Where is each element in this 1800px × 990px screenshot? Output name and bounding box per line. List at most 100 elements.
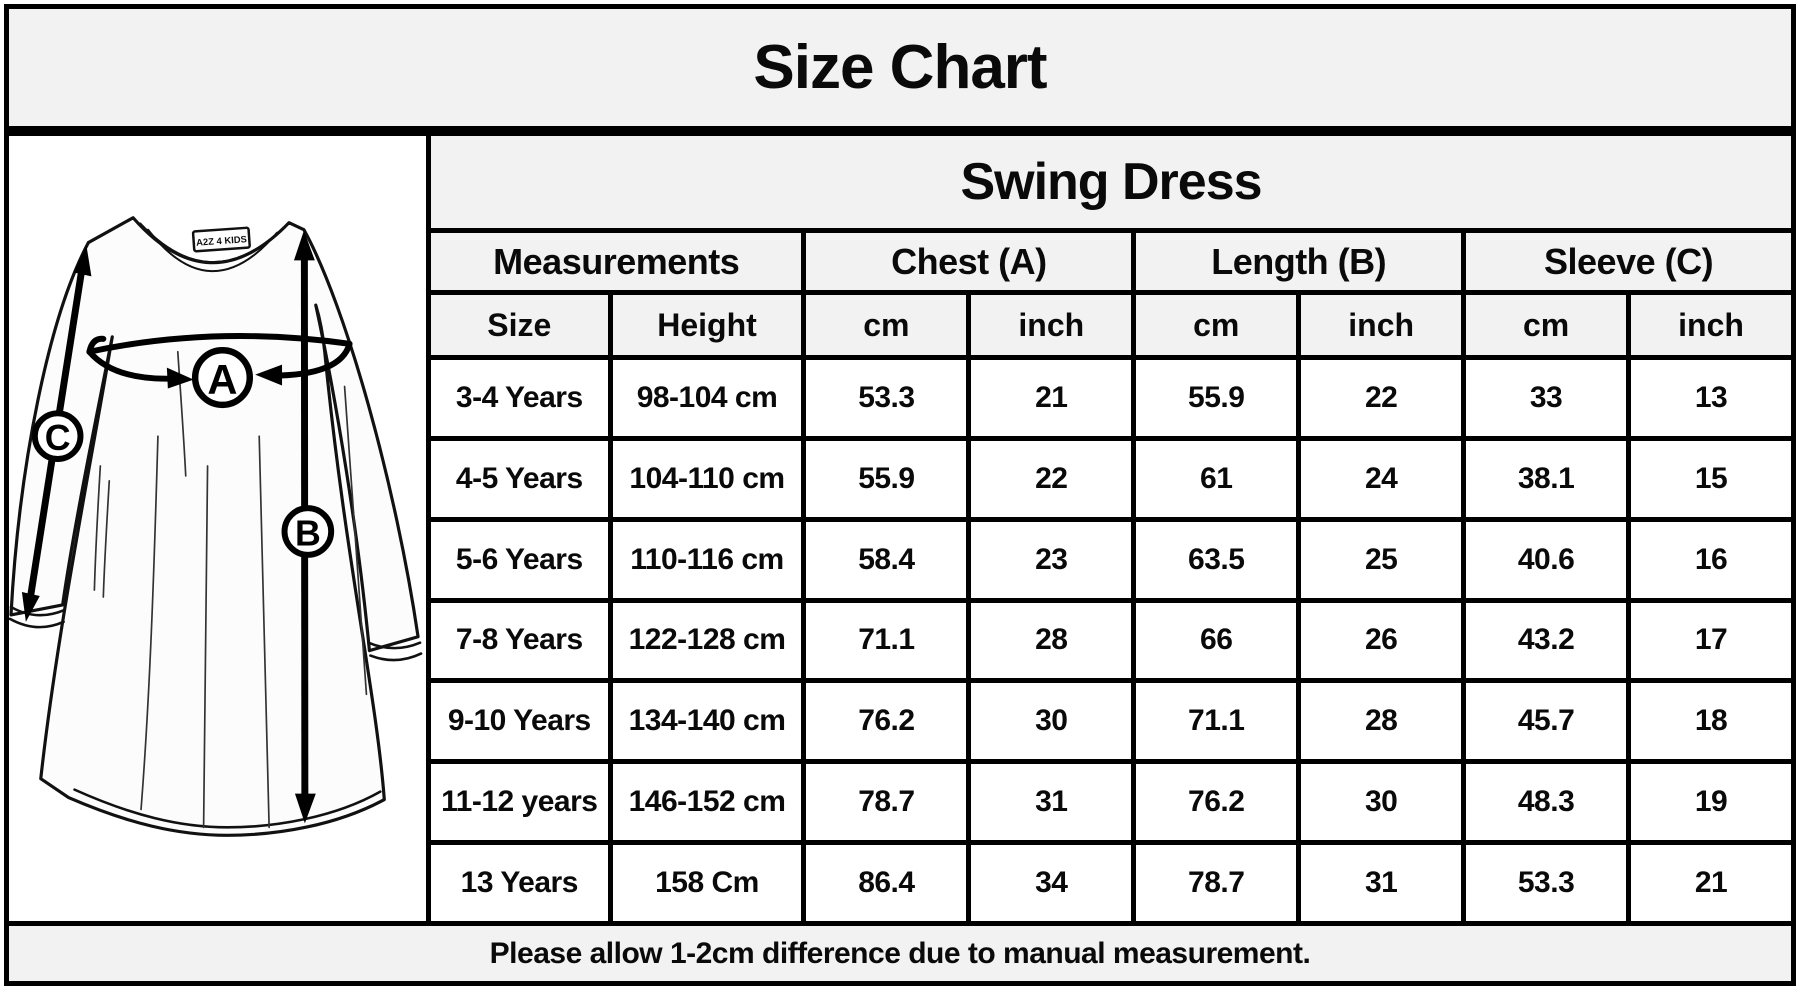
cell-height: 98-104 cm: [607, 355, 807, 441]
cell-chest-cm: 58.4: [801, 516, 972, 603]
cell-height: 134-140 cm: [607, 678, 807, 765]
cell-chest-cm: 78.7: [801, 759, 972, 846]
dress-illustration: A2Z 4 KIDS: [9, 216, 423, 837]
subheader-length-inch: inch: [1296, 290, 1467, 360]
cell-length-inch: 24: [1296, 435, 1467, 522]
cell-sleeve-inch: 21: [1626, 840, 1796, 926]
illustration-panel: A2Z 4 KIDS: [4, 131, 431, 926]
cell-height: 110-116 cm: [607, 516, 807, 603]
size-table-wrap: Swing Dress Measurements Chest (A) Lengt…: [425, 131, 1796, 926]
cell-length-cm: 63.5: [1131, 516, 1302, 603]
brand-tag-text: A2Z 4 KIDS: [196, 233, 247, 248]
table-row: 11-12 years 146-152 cm 78.7 31 76.2 30 4…: [426, 759, 1796, 846]
cell-size: 4-5 Years: [426, 435, 613, 522]
table-row: 3-4 Years 98-104 cm 53.3 21 55.9 22 33 1…: [426, 355, 1796, 441]
subheader-chest-cm: cm: [801, 290, 972, 360]
cell-length-cm: 55.9: [1131, 355, 1302, 441]
table-row: 5-6 Years 110-116 cm 58.4 23 63.5 25 40.…: [426, 516, 1796, 603]
cell-sleeve-cm: 48.3: [1461, 759, 1632, 846]
product-header-row: Swing Dress: [426, 131, 1796, 233]
group-header-chest: Chest (A): [801, 228, 1137, 295]
dress-detail-lines: [9, 222, 423, 829]
cell-sleeve-inch: 15: [1626, 435, 1796, 522]
cell-chest-cm: 86.4: [801, 840, 972, 926]
cell-length-inch: 31: [1296, 840, 1467, 926]
cell-sleeve-cm: 45.7: [1461, 678, 1632, 765]
table-row: 9-10 Years 134-140 cm 76.2 30 71.1 28 45…: [426, 678, 1796, 765]
footer-note: Please allow 1-2cm difference due to man…: [489, 936, 1311, 970]
table-row: 7-8 Years 122-128 cm 71.1 28 66 26 43.2 …: [426, 597, 1796, 684]
cell-sleeve-cm: 38.1: [1461, 435, 1632, 522]
group-header-measurements: Measurements: [425, 228, 807, 295]
cell-length-inch: 28: [1296, 678, 1467, 765]
cell-length-cm: 78.7: [1131, 840, 1302, 926]
cell-sleeve-cm: 53.3: [1461, 840, 1632, 926]
label-a-badge: A: [191, 347, 253, 409]
cell-length-cm: 76.2: [1131, 759, 1302, 846]
cell-chest-cm: 71.1: [801, 597, 972, 684]
cell-size: 13 Years: [426, 840, 613, 926]
cell-size: 11-12 years: [426, 759, 613, 846]
table-row: 4-5 Years 104-110 cm 55.9 22 61 24 38.1 …: [426, 435, 1796, 522]
cell-sleeve-cm: 33: [1461, 355, 1632, 441]
chest-arrowheads: [166, 364, 283, 389]
cell-length-inch: 26: [1296, 597, 1467, 684]
cell-size: 5-6 Years: [426, 516, 613, 603]
cell-chest-cm: 76.2: [801, 678, 972, 765]
cell-height: 104-110 cm: [607, 435, 807, 522]
cell-sleeve-inch: 19: [1626, 759, 1796, 846]
table-row: 13 Years 158 Cm 86.4 34 78.7 31 53.3 21: [426, 840, 1796, 926]
cell-length-cm: 66: [1131, 597, 1302, 684]
cell-chest-inch: 31: [966, 759, 1137, 846]
group-header-row: Measurements Chest (A) Length (B) Sleeve…: [425, 228, 1796, 295]
subheader-sleeve-inch: inch: [1626, 290, 1796, 360]
label-b-text: B: [295, 513, 321, 553]
cell-length-cm: 61: [1131, 435, 1302, 522]
cell-size: 3-4 Years: [426, 355, 613, 441]
cell-height: 146-152 cm: [607, 759, 807, 846]
cell-chest-inch: 23: [966, 516, 1137, 603]
cell-chest-inch: 21: [966, 355, 1137, 441]
cell-chest-cm: 55.9: [801, 435, 972, 522]
label-c-badge: C: [31, 410, 84, 462]
cell-height: 158 Cm: [607, 840, 807, 926]
subheader-height: Height: [607, 290, 807, 360]
group-header-sleeve: Sleeve (C): [1461, 228, 1796, 295]
cell-sleeve-inch: 17: [1626, 597, 1796, 684]
cell-length-inch: 25: [1296, 516, 1467, 603]
cell-length-inch: 30: [1296, 759, 1467, 846]
brand-tag: A2Z 4 KIDS: [191, 226, 251, 253]
cell-sleeve-inch: 13: [1626, 355, 1796, 441]
cell-size: 7-8 Years: [426, 597, 613, 684]
cell-length-inch: 22: [1296, 355, 1467, 441]
cell-size: 9-10 Years: [426, 678, 613, 765]
footer-band: Please allow 1-2cm difference due to man…: [4, 921, 1796, 986]
subheader-size: Size: [426, 290, 613, 360]
subheader-length-cm: cm: [1131, 290, 1302, 360]
label-c-text: C: [45, 418, 71, 458]
subheader-chest-inch: inch: [966, 290, 1137, 360]
cell-sleeve-cm: 40.6: [1461, 516, 1632, 603]
sub-header-row: Size Height cm inch cm inch cm inch: [426, 290, 1796, 360]
cell-chest-inch: 22: [966, 435, 1137, 522]
cell-sleeve-inch: 16: [1626, 516, 1796, 603]
title-band: Size Chart: [4, 4, 1796, 131]
cell-length-cm: 71.1: [1131, 678, 1302, 765]
cell-sleeve-inch: 18: [1626, 678, 1796, 765]
fold-lines: [93, 350, 368, 829]
subheader-sleeve-cm: cm: [1461, 290, 1632, 360]
cell-chest-inch: 30: [966, 678, 1137, 765]
label-b-badge: B: [281, 505, 335, 558]
cell-chest-inch: 34: [966, 840, 1137, 926]
page-title: Size Chart: [753, 33, 1047, 102]
size-table: Swing Dress Measurements Chest (A) Lengt…: [425, 131, 1796, 926]
product-title: Swing Dress: [426, 131, 1796, 233]
cell-height: 122-128 cm: [607, 597, 807, 684]
cell-sleeve-cm: 43.2: [1461, 597, 1632, 684]
cell-chest-inch: 28: [966, 597, 1137, 684]
cell-chest-cm: 53.3: [801, 355, 972, 441]
label-a-text: A: [207, 356, 237, 403]
group-header-length: Length (B): [1131, 228, 1467, 295]
chest-arrow-a: [86, 333, 353, 382]
